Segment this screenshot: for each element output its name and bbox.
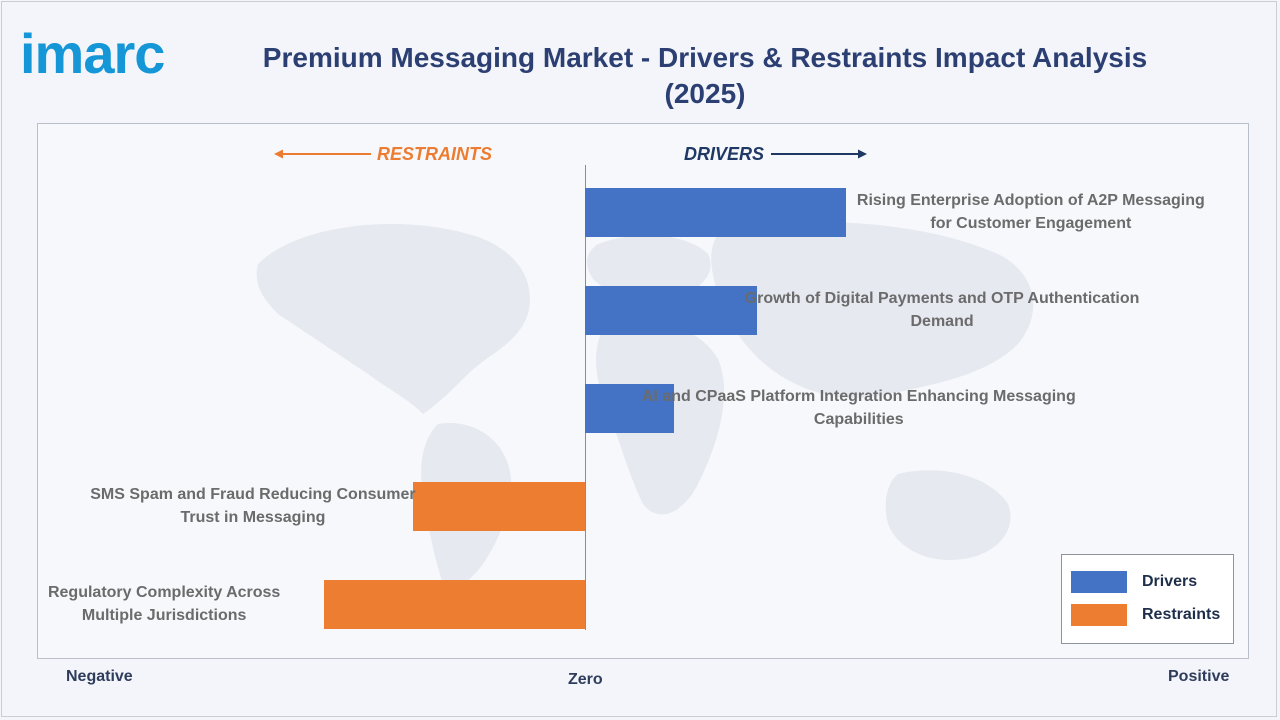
legend-swatch-drivers <box>1071 571 1127 593</box>
restraints-arrow-icon <box>274 149 371 159</box>
imarc-logo: imarc <box>20 22 165 85</box>
driver-bar <box>585 286 758 335</box>
world-map-watermark <box>256 222 1034 588</box>
bar-label-line: Multiple Jurisdictions <box>81 607 247 624</box>
legend-label-drivers: Drivers <box>1142 573 1198 590</box>
driver-bar <box>585 188 846 237</box>
restraint-bar-label: SMS Spam and Fraud Reducing Consumer Trus… <box>73 483 433 529</box>
bar-label-line: for Customer Engagement <box>930 215 1132 232</box>
axis-label-negative: Negative <box>66 668 133 685</box>
bar-label-line: Demand <box>910 313 974 330</box>
restraint-bar <box>412 482 585 531</box>
driver-bar-label: Growth of Digital Payments and OTP Authe… <box>712 287 1172 333</box>
bar-label-line: Growth of Digital Payments and OTP Authe… <box>744 290 1140 307</box>
driver-bar-label: AI and CPaaS Platform Integration Enhanc… <box>629 385 1089 431</box>
bar-label-line: Capabilities <box>813 411 904 428</box>
legend-swatch-restraints <box>1071 604 1127 626</box>
chart-title: Premium Messaging Market - Drivers & Res… <box>262 42 1148 109</box>
legend: Drivers Restraints <box>1061 554 1234 644</box>
driver-bar-label: Rising Enterprise Adoption of A2P Messag… <box>801 189 1261 235</box>
axis-label-zero: Zero <box>568 671 603 688</box>
restraint-bar-label: Regulatory Complexity Across Multiple Jur… <box>0 581 344 627</box>
legend-label-restraints: Restraints <box>1142 606 1221 623</box>
drivers-direction-label: DRIVERS <box>684 144 765 164</box>
bar-label-line: Trust in Messaging <box>180 509 326 526</box>
axis-label-positive: Positive <box>1168 668 1230 685</box>
restraint-bar <box>324 580 585 629</box>
bar-label-line: AI and CPaaS Platform Integration Enhanc… <box>641 388 1076 405</box>
restraints-direction-label: RESTRAINTS <box>377 144 493 164</box>
bar-label-line: SMS Spam and Fraud Reducing Consumer <box>90 486 416 503</box>
drivers-arrow-icon <box>771 149 867 159</box>
bar-label-line: Rising Enterprise Adoption of A2P Messag… <box>856 192 1205 209</box>
driver-bar <box>585 384 674 433</box>
bar-label-line: Regulatory Complexity Across <box>47 584 281 601</box>
